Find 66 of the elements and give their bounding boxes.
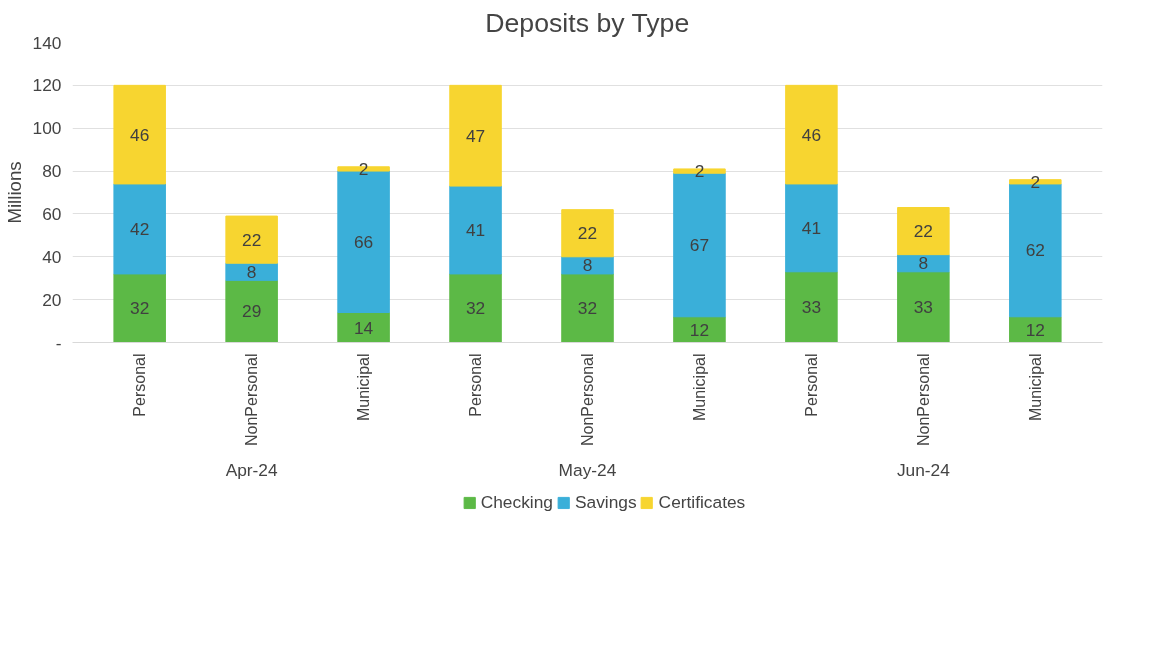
chart-title: Deposits by Type <box>485 7 690 38</box>
x-tick-label: NonPersonal <box>243 353 261 446</box>
x-tick-label: Personal <box>802 353 820 417</box>
bar <box>449 273 502 343</box>
data-label: 8 <box>246 261 257 282</box>
y-tick-label: 60 <box>42 203 62 224</box>
y-tick-label: 20 <box>42 289 62 310</box>
data-label: 67 <box>689 235 710 255</box>
data-label: 32 <box>465 298 486 319</box>
x-tick-label: Personal <box>131 353 149 417</box>
data-label: 42 <box>130 218 150 239</box>
text: Jun-24 <box>896 459 951 480</box>
data-label: 22 <box>241 229 262 250</box>
data-label: 62 <box>1025 240 1045 261</box>
data-label: 22 <box>577 223 598 244</box>
bar <box>113 84 166 185</box>
x-tick-label: Personal <box>467 353 485 417</box>
bar <box>449 84 502 187</box>
legend-label: Savings <box>574 491 637 513</box>
legend-label: Certificates <box>658 491 746 513</box>
data-label: 32 <box>130 298 150 319</box>
x-tick-label: Municipal <box>355 353 373 422</box>
x-tick-label: NonPersonal <box>579 353 596 446</box>
data-label: 47 <box>465 125 486 146</box>
bar <box>561 209 614 258</box>
bar <box>897 271 950 343</box>
data-label: 8 <box>918 253 929 274</box>
data-label: 46 <box>130 124 150 145</box>
data-label: 41 <box>465 220 486 240</box>
y-axis-title: Millions <box>3 161 25 224</box>
data-label: 33 <box>913 297 934 318</box>
bar <box>897 207 950 256</box>
bar <box>561 256 614 275</box>
y-tick-label: - <box>55 332 62 353</box>
data-label: 41 <box>801 217 822 238</box>
bar <box>225 279 278 343</box>
data-label: 46 <box>801 124 822 145</box>
data-label: 32 <box>577 298 598 319</box>
bar <box>113 273 166 343</box>
x-tick-label: NonPersonal <box>914 353 932 446</box>
bar <box>337 312 390 343</box>
y-tick-label: 80 <box>42 161 62 182</box>
text: Apr-24 <box>225 459 278 480</box>
text: May-24 <box>558 459 617 480</box>
data-label: 8 <box>582 255 593 276</box>
bar <box>785 183 838 273</box>
y-tick-label: 40 <box>42 246 62 267</box>
data-label: 12 <box>1025 319 1045 340</box>
data-label: 33 <box>801 297 822 318</box>
y-tick-label: 140 <box>32 32 62 53</box>
bar <box>785 84 838 185</box>
y-tick-label: 100 <box>32 118 62 139</box>
data-label: 14 <box>353 317 374 338</box>
bar <box>561 273 614 343</box>
x-tick-label: Municipal <box>1026 353 1044 422</box>
y-tick-label: 120 <box>32 75 62 96</box>
data-label: 66 <box>353 231 374 252</box>
data-label: 29 <box>241 301 262 322</box>
bar <box>113 183 166 275</box>
bar <box>449 185 502 275</box>
data-label: 12 <box>689 319 710 340</box>
bar <box>225 215 278 264</box>
bar <box>785 271 838 343</box>
data-label: 22 <box>913 221 934 242</box>
x-tick-label: Municipal <box>690 353 708 422</box>
legend-label: Checking <box>480 491 553 513</box>
